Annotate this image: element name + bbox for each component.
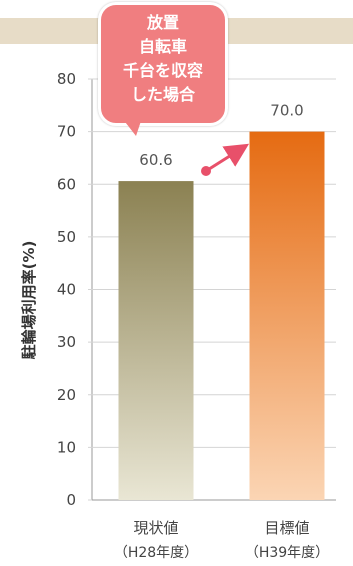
y-tick-label: 40 — [57, 281, 76, 299]
callout-bubble: 放置 自転車 千台を収容 した場合 — [98, 2, 228, 126]
bars — [118, 131, 325, 500]
callout-line-4: した場合 — [130, 85, 195, 104]
callout-line-2: 自転車 — [138, 37, 187, 56]
x-category-sublabel: （H39年度） — [245, 545, 329, 561]
y-tick-label: 20 — [57, 386, 76, 404]
y-tick-label: 0 — [66, 491, 76, 509]
x-category-label: 目標値 — [264, 519, 309, 537]
x-category-label: 現状値 — [133, 519, 178, 537]
callout-line-1: 放置 — [146, 13, 179, 32]
y-tick-label: 50 — [57, 228, 76, 246]
x-category-sublabel: （H28年度） — [114, 545, 198, 561]
labels: 0 10 20 30 40 50 60 70 80 60.6 現状値 （H28年度） 70.0 目標値 （H… — [57, 70, 329, 561]
callout-tail — [122, 118, 142, 136]
y-tick-label: 80 — [57, 70, 76, 88]
data-label: 70.0 — [270, 102, 303, 120]
data-label: 60.6 — [139, 151, 172, 169]
y-tick-label: 30 — [57, 333, 76, 351]
bar-2 — [249, 131, 325, 500]
y-tick-label: 60 — [57, 175, 76, 193]
y-tick-label: 70 — [57, 123, 76, 141]
callout-arrow — [205, 143, 250, 173]
callout-line-3: 千台を収容 — [122, 61, 203, 80]
y-tick-label: 10 — [57, 438, 76, 456]
arrow-dot — [201, 166, 211, 176]
y-axis-label: 駐輪場利用率(%) — [20, 241, 38, 360]
bar-1 — [118, 181, 194, 500]
